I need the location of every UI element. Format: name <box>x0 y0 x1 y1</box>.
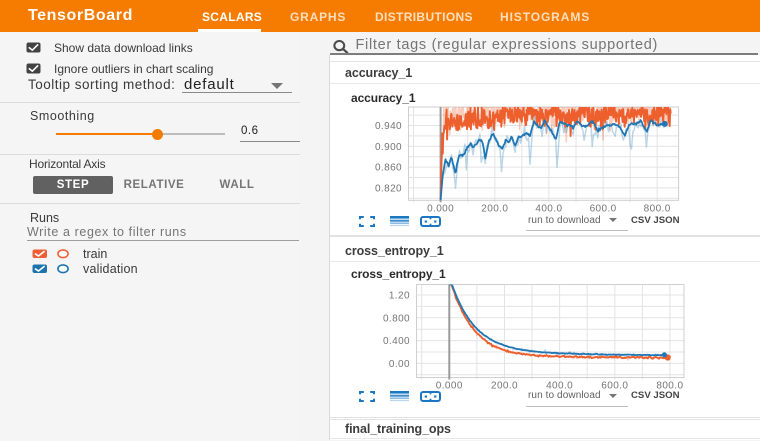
svg-text:0.400: 0.400 <box>383 336 410 347</box>
svg-text:0.860: 0.860 <box>375 163 402 174</box>
svg-text:200.0: 200.0 <box>481 203 508 214</box>
svg-text:400.0: 400.0 <box>546 381 573 391</box>
svg-text:0.820: 0.820 <box>375 183 402 194</box>
svg-text:0.900: 0.900 <box>375 142 402 153</box>
svg-text:1.20: 1.20 <box>389 291 410 302</box>
svg-text:0.00: 0.00 <box>389 359 410 370</box>
svg-text:800.0: 800.0 <box>644 203 671 214</box>
svg-text:0.940: 0.940 <box>375 121 402 132</box>
svg-text:0.000: 0.000 <box>436 381 463 391</box>
svg-text:200.0: 200.0 <box>491 381 518 391</box>
svg-text:600.0: 600.0 <box>601 381 628 391</box>
svg-text:0.800: 0.800 <box>383 313 410 324</box>
svg-text:0.000: 0.000 <box>427 203 454 214</box>
svg-text:800.0: 800.0 <box>656 381 683 391</box>
svg-text:400.0: 400.0 <box>535 203 562 214</box>
svg-text:600.0: 600.0 <box>590 203 617 214</box>
